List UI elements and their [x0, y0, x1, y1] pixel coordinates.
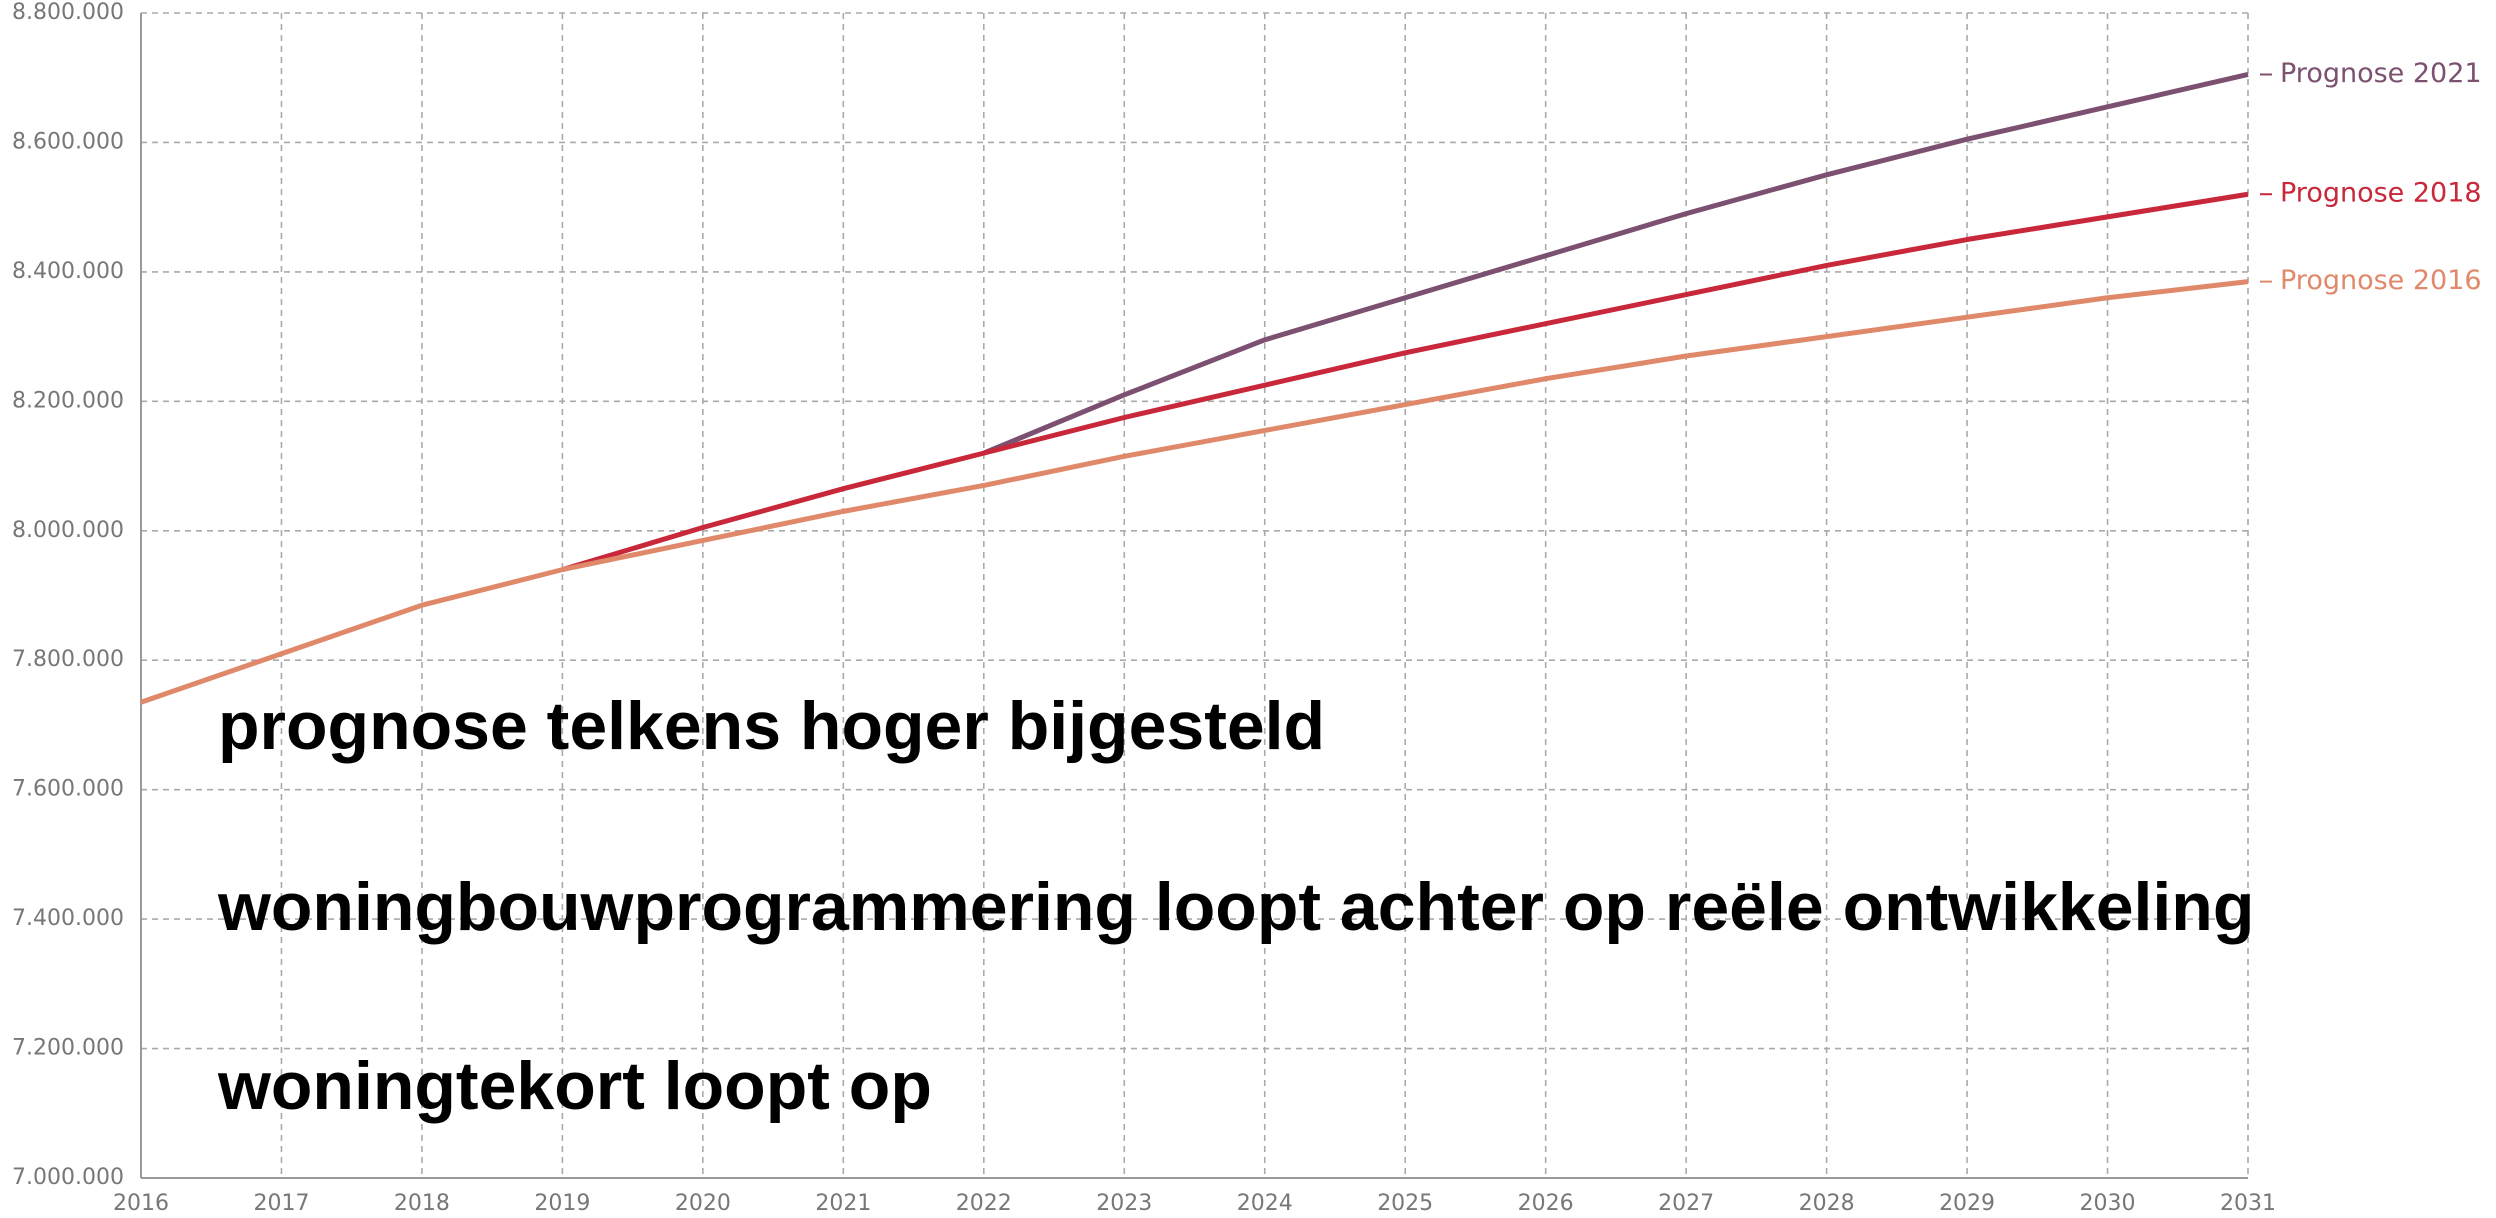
y-tick-label: 8.200.000 — [12, 388, 124, 413]
x-tick-label: 2029 — [1939, 1191, 1995, 1216]
x-tick-label: 2017 — [253, 1191, 309, 1216]
y-tick-label: 7.200.000 — [12, 1036, 124, 1061]
y-tick-label: 7.000.000 — [12, 1165, 124, 1190]
x-tick-label: 2023 — [1096, 1191, 1152, 1216]
x-tick-label: 2028 — [1799, 1191, 1855, 1216]
annotation: woningtekort loopt op — [217, 1048, 932, 1124]
series-label: Prognose 2018 — [2280, 178, 2482, 209]
x-tick-label: 2018 — [394, 1191, 450, 1216]
y-tick-label: 7.400.000 — [12, 906, 124, 931]
series-label: Prognose 2016 — [2280, 265, 2482, 296]
x-tick-label: 2024 — [1237, 1191, 1293, 1216]
x-tick-label: 2030 — [2080, 1191, 2136, 1216]
series-label: Prognose 2021 — [2280, 58, 2482, 89]
y-tick-label: 8.600.000 — [12, 129, 124, 154]
x-tick-label: 2020 — [675, 1191, 731, 1216]
series-line — [140, 279, 2249, 705]
x-tick-label: 2031 — [2220, 1191, 2276, 1216]
annotation: prognose telkens hoger bijgesteld — [218, 688, 1325, 764]
x-tick-label: 2019 — [534, 1191, 590, 1216]
y-tick-label: 7.600.000 — [12, 777, 124, 802]
series-line — [982, 72, 2249, 456]
x-tick-label: 2022 — [956, 1191, 1012, 1216]
series-line — [561, 191, 2249, 573]
x-tick-label: 2025 — [1377, 1191, 1433, 1216]
y-tick-label: 8.000.000 — [12, 518, 124, 543]
y-tick-label: 8.800.000 — [12, 0, 124, 25]
annotation: woningbouwprogrammering loopt achter op … — [217, 869, 2254, 945]
y-tick-label: 8.400.000 — [12, 259, 124, 284]
x-tick-label: 2021 — [815, 1191, 871, 1216]
x-tick-label: 2027 — [1658, 1191, 1714, 1216]
y-tick-label: 7.800.000 — [12, 647, 124, 672]
x-tick-label: 2026 — [1518, 1191, 1574, 1216]
x-tick-label: 2016 — [113, 1191, 169, 1216]
